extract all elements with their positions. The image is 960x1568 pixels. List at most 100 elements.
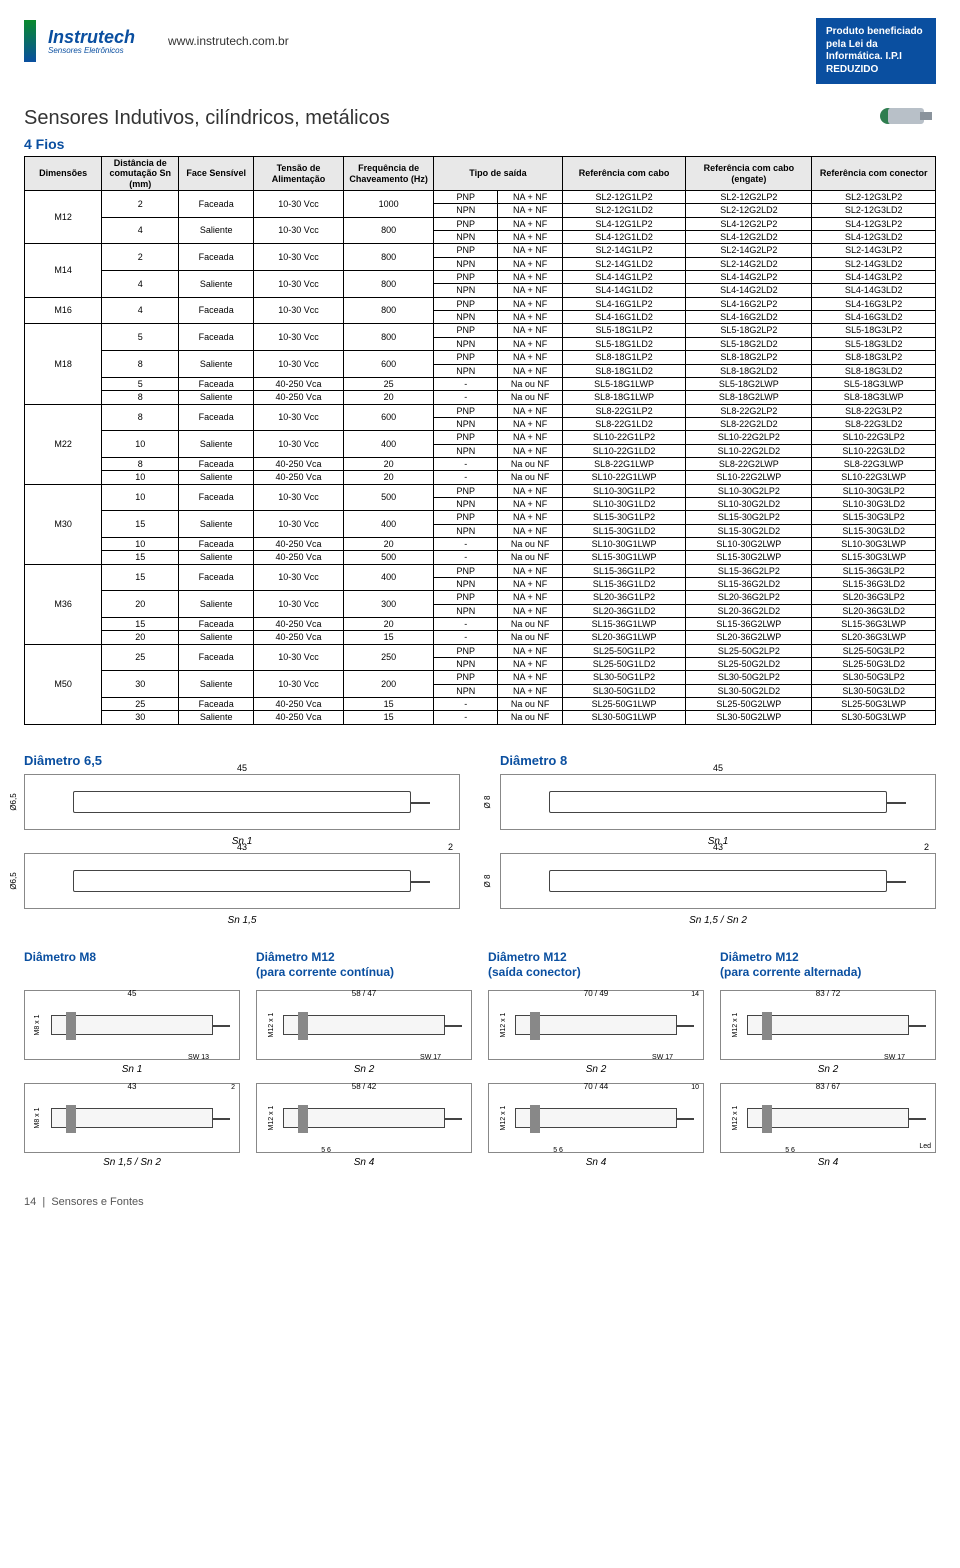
cell: Saliente — [179, 511, 254, 538]
cell: 30 — [102, 711, 179, 724]
page-number: 14 — [24, 1196, 36, 1208]
cell: - — [434, 391, 498, 404]
cell: SL10-30G2LP2 — [686, 484, 812, 497]
cell: SL8-22G3LP2 — [812, 404, 936, 417]
cell: SL4-12G2LP2 — [686, 217, 812, 230]
cell: SL15-36G2LD2 — [686, 578, 812, 591]
mech-title: Diâmetro M8 — [24, 950, 240, 982]
cell: PNP — [434, 244, 498, 257]
cell: SL10-22G1LWP — [562, 471, 686, 484]
cell: 10 — [102, 537, 179, 550]
mech-diagram: 70 / 44M12 x 1105 6 — [488, 1083, 704, 1153]
section-subtitle: 4 Fios — [24, 136, 936, 152]
cell: SL8-22G3LWP — [812, 457, 936, 470]
dim-tail: 2 — [231, 1084, 235, 1091]
cell: NPN — [434, 364, 498, 377]
cell: 40-250 Vca — [254, 377, 344, 390]
cell: 10-30 Vcc — [254, 217, 344, 244]
page-footer: 14 | Sensores e Fontes — [24, 1196, 936, 1208]
dim-bottom: 5 6 — [553, 1147, 563, 1154]
cell: 2 — [102, 191, 179, 218]
table-row: 8Faceada40-250 Vca20-Na ou NFSL8-22G1LWP… — [25, 457, 936, 470]
ipi-badge: Produto beneficiado pela Lei da Informát… — [816, 18, 936, 84]
cell-dim: M30 — [25, 484, 102, 564]
cell: 400 — [344, 511, 434, 538]
cell: SL4-14G1LP2 — [562, 271, 686, 284]
table-header: Face Sensível — [179, 157, 254, 191]
cell: NA + NF — [498, 591, 562, 604]
cell: PNP — [434, 217, 498, 230]
cell: SL30-50G2LD2 — [686, 684, 812, 697]
dim-length: 43 — [237, 842, 247, 852]
site-url: www.instrutech.com.br — [168, 34, 289, 48]
footer-section: Sensores e Fontes — [51, 1196, 143, 1208]
cell: SL5-18G2LWP — [686, 377, 812, 390]
cell: 400 — [344, 564, 434, 591]
cell: 4 — [102, 217, 179, 244]
sensor-photo-icon — [876, 102, 936, 130]
cell-dim: M14 — [25, 244, 102, 297]
page-header: Instrutech Sensores Eletrônicos www.inst… — [24, 18, 936, 84]
cell: SL8-22G3LD2 — [812, 417, 936, 430]
mech-caption: Sn 2 — [720, 1064, 936, 1075]
sensor-diagram: 43Ø6,52 — [24, 853, 460, 909]
cell: SL15-36G2LP2 — [686, 564, 812, 577]
cell: 10 — [102, 484, 179, 511]
cell: SL20-36G3LWP — [812, 631, 936, 644]
cell: NA + NF — [498, 497, 562, 510]
mech-diagram: 43M8 x 12 — [24, 1083, 240, 1153]
cell: SL10-22G2LP2 — [686, 431, 812, 444]
cell: 10-30 Vcc — [254, 671, 344, 698]
cell: SL10-22G1LD2 — [562, 444, 686, 457]
dim-sw: SW 17 — [420, 1054, 441, 1061]
cell: SL30-50G3LP2 — [812, 671, 936, 684]
cell: 40-250 Vca — [254, 471, 344, 484]
cell: SL25-50G3LWP — [812, 698, 936, 711]
cell: NA + NF — [498, 404, 562, 417]
cell: SL8-22G1LP2 — [562, 404, 686, 417]
cell: 200 — [344, 671, 434, 698]
cell: Faceada — [179, 377, 254, 390]
cell: 15 — [102, 618, 179, 631]
cell: Faceada — [179, 618, 254, 631]
dim-length: 58 / 47 — [352, 989, 376, 998]
cell: PNP — [434, 297, 498, 310]
dim-diam: Ø 8 — [483, 795, 492, 808]
cell: Saliente — [179, 351, 254, 378]
table-row: 4Saliente10-30 Vcc800PNPNA + NFSL4-12G1L… — [25, 217, 936, 230]
cell: 30 — [102, 671, 179, 698]
cell: SL4-12G3LD2 — [812, 231, 936, 244]
cell: NA + NF — [498, 564, 562, 577]
table-row: 8Saliente10-30 Vcc600PNPNA + NFSL8-18G1L… — [25, 351, 936, 364]
cell: - — [434, 711, 498, 724]
cell: SL2-12G3LD2 — [812, 204, 936, 217]
cell: - — [434, 698, 498, 711]
sensor-diagram: 45Ø 8 — [500, 774, 936, 830]
cell: 5 — [102, 324, 179, 351]
sensor-diagram: 45Ø6,5 — [24, 774, 460, 830]
cell: Saliente — [179, 711, 254, 724]
table-row: 15Saliente40-250 Vca500-Na ou NFSL15-30G… — [25, 551, 936, 564]
cell: PNP — [434, 671, 498, 684]
cell: 8 — [102, 457, 179, 470]
table-row: M5025Faceada10-30 Vcc250PNPNA + NFSL25-5… — [25, 644, 936, 657]
cell: Saliente — [179, 551, 254, 564]
cell: SL25-50G3LD2 — [812, 658, 936, 671]
cell: NA + NF — [498, 257, 562, 270]
cell: Faceada — [179, 297, 254, 324]
cell: SL4-16G2LP2 — [686, 297, 812, 310]
cell: NPN — [434, 337, 498, 350]
cell: 20 — [344, 471, 434, 484]
cell: SL15-36G2LWP — [686, 618, 812, 631]
cell: SL5-18G3LD2 — [812, 337, 936, 350]
mech-diagram: 58 / 42M12 x 15 6 — [256, 1083, 472, 1153]
cell: SL15-36G3LWP — [812, 618, 936, 631]
cell: 10-30 Vcc — [254, 591, 344, 618]
dim-bottom: 5 6 — [785, 1147, 795, 1154]
cell: SL4-14G1LD2 — [562, 284, 686, 297]
cell: Na ou NF — [498, 551, 562, 564]
cell: Faceada — [179, 484, 254, 511]
mech-diagram: 83 / 72M12 x 1SW 17 — [720, 990, 936, 1060]
cell: SL25-50G2LWP — [686, 698, 812, 711]
dim-length: 45 — [128, 989, 137, 998]
